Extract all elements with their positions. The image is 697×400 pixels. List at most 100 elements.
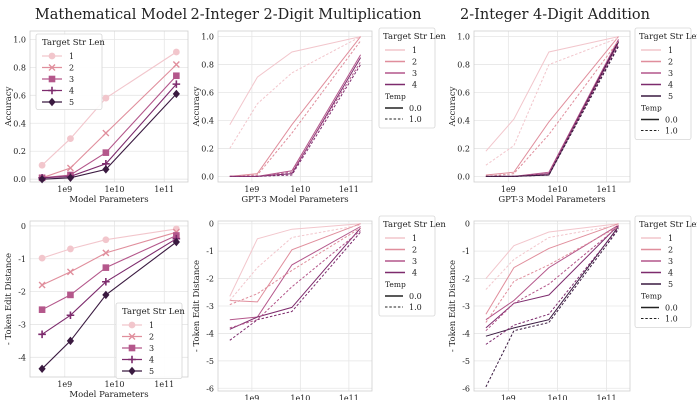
series-line-4-temp-0.0 — [229, 57, 362, 177]
legend-label: 3 — [412, 69, 417, 78]
y-tick-label: -4 — [206, 329, 214, 338]
y-tick-label: -5 — [206, 357, 214, 366]
series-line-4-temp-1.0 — [229, 231, 361, 341]
y-tick-label: 0.0 — [457, 172, 470, 181]
data-point-5 — [66, 173, 75, 183]
legend-label: 4 — [412, 81, 417, 90]
series-line-3-temp-1.0 — [229, 61, 362, 177]
legend-temp-label: 1.0 — [665, 315, 678, 324]
data-point-5 — [172, 237, 180, 247]
data-point-5 — [102, 165, 110, 174]
y-tick-label: 0.6 — [201, 89, 214, 98]
legend-label: 5 — [668, 280, 673, 289]
y-tick-label: 0.6 — [13, 91, 26, 100]
y-axis-label: Accuracy — [4, 86, 14, 127]
series-line-2-temp-0.0 — [485, 223, 619, 315]
data-point-3 — [67, 291, 74, 299]
series-line-3-temp-0.0 — [229, 226, 361, 321]
legend-label: 3 — [149, 344, 154, 353]
legend-temp-label: 1.0 — [665, 127, 678, 136]
series-line-2-temp-1.0 — [229, 227, 361, 306]
y-tick-label: -1 — [462, 247, 470, 256]
x-tick-label: 1e9 — [501, 394, 516, 400]
y-tick-label: 0.8 — [13, 63, 26, 72]
y-tick-label: -5 — [462, 357, 470, 366]
series-line-3-temp-1.0 — [485, 226, 619, 332]
y-tick-label: -3 — [206, 302, 214, 311]
chart-title: 2-Integer 4-Digit Addition — [460, 7, 650, 23]
data-point-1 — [67, 135, 74, 143]
legend-box — [634, 215, 692, 328]
legend-marker — [128, 333, 136, 340]
legend-temp-label: 0.0 — [665, 304, 678, 313]
x-tick-label: 1e11 — [339, 185, 359, 194]
plot-frame — [473, 220, 631, 392]
data-point-3 — [102, 264, 110, 271]
x-tick-label: 1e9 — [57, 380, 72, 389]
series-line-1-temp-0.0 — [485, 36, 619, 152]
legend-box — [634, 27, 692, 140]
panel-add-ted: 0-1-2-3-4-5-61e91e101e11GPT-3 Model Para… — [448, 215, 697, 400]
series-line-1-temp-1.0 — [485, 37, 619, 166]
y-tick-label: 0.2 — [201, 144, 214, 153]
series-line-5-temp-0.0 — [485, 41, 619, 177]
legend-label: 1 — [69, 52, 74, 61]
data-point-5 — [38, 364, 46, 373]
y-tick-label: -4 — [18, 353, 26, 362]
legend-marker — [48, 52, 56, 60]
y-tick-label: -4 — [462, 329, 470, 338]
y-tick-label: -2 — [206, 275, 214, 284]
legend-label: 4 — [668, 269, 673, 278]
y-tick-label: 0.2 — [457, 144, 470, 153]
x-tick-label: 1e9 — [244, 394, 259, 400]
plot-frame — [473, 30, 631, 183]
y-tick-label: 0.8 — [201, 61, 214, 70]
legend-label: 1 — [149, 321, 154, 330]
legend-title: Target Str Len — [639, 32, 697, 42]
data-point-3 — [38, 306, 46, 313]
series-line-1-temp-0.0 — [485, 223, 619, 279]
data-point-1 — [102, 236, 110, 244]
series-line-2-temp-0.0 — [229, 223, 361, 303]
series-line-5 — [41, 241, 177, 370]
x-tick-label: 1e10 — [105, 185, 125, 194]
legend-temp-label: 0.0 — [665, 116, 678, 125]
y-tick-label: -2 — [462, 275, 470, 284]
y-tick-label: -1 — [18, 255, 26, 264]
series-line-1-temp-1.0 — [485, 224, 619, 290]
legend: Target Str Len 1 2 3 4 5 — [35, 33, 105, 110]
series-line-1-temp-0.0 — [229, 223, 361, 297]
data-point-2 — [38, 281, 46, 289]
chart-title: Mathematical Model — [35, 7, 188, 23]
data-point-5 — [102, 290, 110, 300]
chart-title: 2-Integer 2-Digit Multiplication — [191, 7, 422, 23]
data-point-1 — [67, 245, 74, 253]
x-axis-label: GPT-3 Model Parameters — [498, 195, 605, 205]
data-point-3 — [102, 149, 110, 156]
y-tick-label: 0.4 — [201, 116, 214, 125]
legend-label: 4 — [149, 356, 154, 365]
x-axis-label: Model Parameters — [69, 195, 148, 205]
series-line-5 — [42, 93, 177, 180]
legend-label: 5 — [668, 92, 673, 101]
legend-marker — [128, 366, 136, 376]
series-line-1 — [41, 228, 177, 259]
panel-add-acc: 2-Integer 4-Digit Addition 0.0 0.2 0.4 0.6 0.… — [448, 7, 697, 205]
legend-temp-label: 0.0 — [409, 104, 422, 113]
x-tick-label: 1e10 — [105, 380, 125, 389]
panel-mult-acc: 2-Integer 2-Digit Multiplication 0.0 0.2 0.… — [191, 7, 447, 205]
series-line-2-temp-1.0 — [485, 40, 619, 177]
y-tick-label: 0.2 — [13, 147, 26, 156]
x-tick-label: 1e9 — [501, 185, 516, 194]
legend-title: Target Str Len — [42, 38, 105, 48]
x-tick-label: 1e10 — [290, 185, 310, 194]
series-line-2-temp-0.0 — [229, 36, 361, 177]
legend-label: 2 — [412, 58, 417, 67]
legend-label: 1 — [412, 234, 417, 243]
legend-marker — [128, 321, 136, 329]
legend-box — [378, 27, 436, 129]
data-point-4 — [172, 80, 181, 88]
